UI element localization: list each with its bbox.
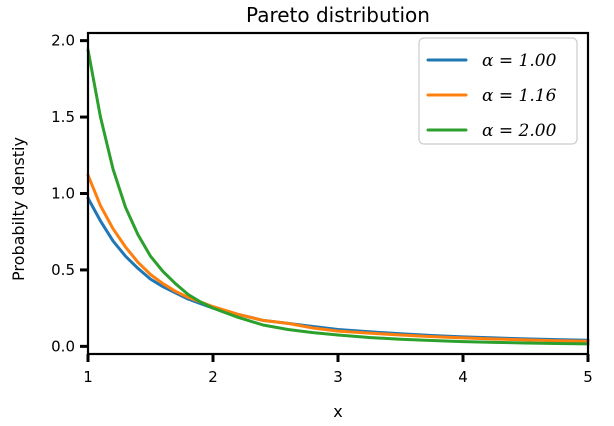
y-tick-label: 1.5 (51, 108, 75, 126)
series-line-3 (86, 48, 590, 346)
x-tick-label: 4 (458, 368, 468, 386)
x-tick-label: 2 (208, 368, 218, 386)
ticks-layer: 1 2 3 4 5 0.0 0.5 1.0 1.5 2.0 (51, 32, 593, 386)
x-tick-label: 3 (333, 368, 343, 386)
chart-title: Pareto distribution (246, 3, 430, 27)
legend-label-1: α = 1.00 (482, 51, 557, 71)
y-tick-label: 1.0 (51, 185, 75, 203)
y-tick-label: 0.5 (51, 261, 75, 279)
legend-label-2: α = 1.16 (482, 86, 557, 106)
x-tick-label: 1 (83, 368, 93, 386)
legend-box (418, 37, 578, 145)
x-tick-label: 5 (583, 368, 593, 386)
y-axis-label: Probabilty denstiy (9, 137, 28, 281)
series-layer (86, 48, 590, 346)
legend-label-3: α = 2.00 (482, 121, 557, 141)
x-axis-label: x (333, 402, 342, 421)
series-line-2 (86, 173, 590, 343)
legend: α = 1.00 α = 1.16 α = 2.00 (418, 37, 578, 145)
y-tick-label: 2.0 (51, 32, 75, 50)
y-tick-label: 0.0 (51, 337, 75, 355)
